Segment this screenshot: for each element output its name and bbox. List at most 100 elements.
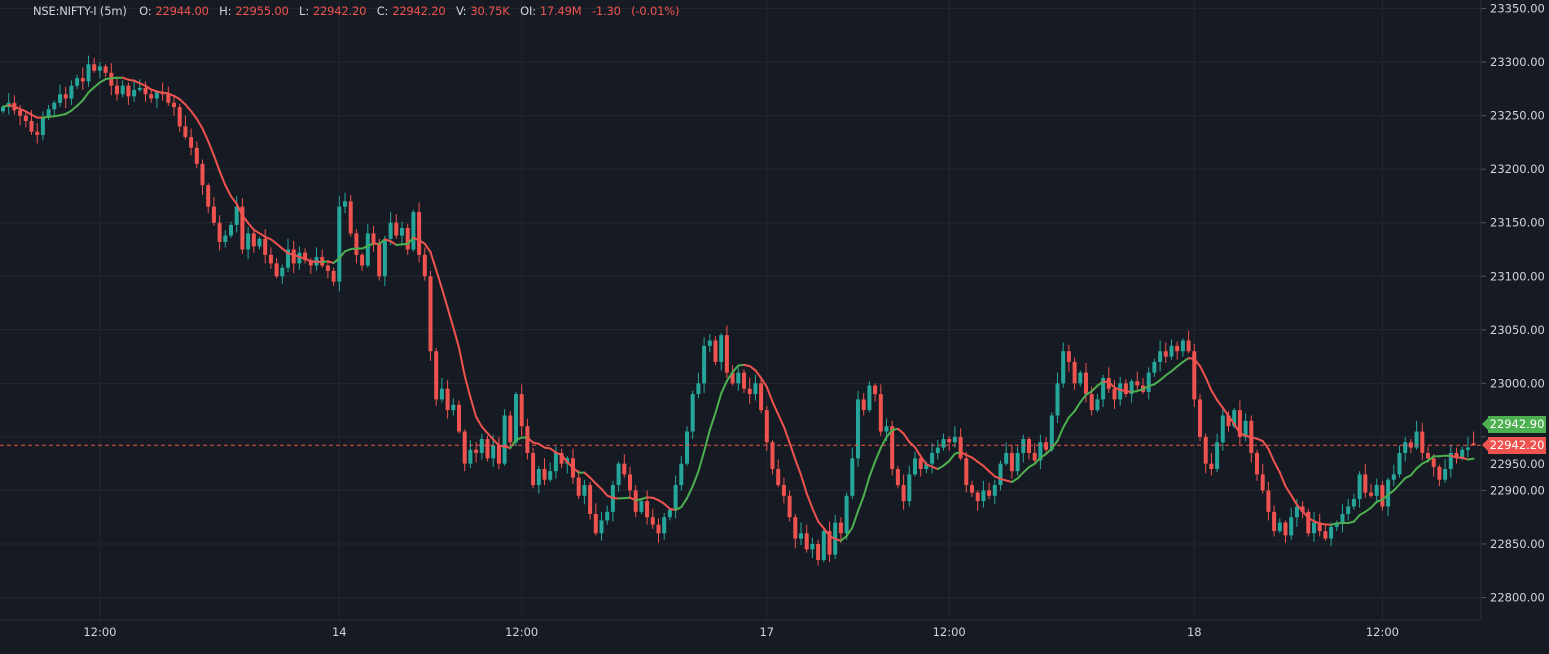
candle [1192,343,1197,407]
moving-average-segment [1415,462,1424,470]
candle [901,474,906,510]
candle-body [975,492,980,502]
moving-average-segment [492,438,500,447]
moving-average-segment [190,110,198,120]
candle-body [827,531,832,555]
moving-average-segment [925,463,934,468]
candle-body [1198,399,1202,437]
low-label: L: [299,4,309,18]
candle-body [143,87,148,95]
candle-body [1277,522,1282,532]
candle [582,479,587,505]
moving-average-segment [1142,385,1150,391]
time-axis[interactable]: 12:00 14 12:00 17 12:00 18 12:00 [83,625,1399,639]
candle-body [1454,452,1459,459]
candle-body [308,260,313,266]
candle-body [1009,452,1014,472]
candle [183,115,188,140]
candle-body [901,485,906,502]
moving-average-segment [959,451,968,456]
moving-average-segment [680,497,688,509]
moving-average-segment [452,326,460,349]
candle-body [1061,351,1066,384]
candle-body [981,490,986,502]
moving-average-segment [777,413,785,428]
moving-average-segment [874,446,882,463]
candle-body [1180,340,1185,352]
candle-body [810,543,815,550]
candle [6,93,11,115]
candle-body [206,185,211,207]
candle-body [759,383,764,411]
candle-body [251,233,256,247]
candle-body [804,533,809,550]
price-tick-label: 23050.00 [1490,323,1545,337]
moving-average-segment [1290,494,1298,506]
candle-body [343,201,347,207]
candle [724,325,729,378]
candle [1437,464,1442,487]
moving-average-segment [1466,457,1475,461]
candle [1141,377,1145,395]
candle-body [451,404,456,411]
candle [240,198,245,254]
moving-average-segment [1216,399,1224,409]
moving-average-segment [201,127,210,143]
price-tick-label: 22900.00 [1490,483,1545,497]
candle-body [337,206,342,282]
candle [1380,480,1385,511]
candle-body [325,265,330,271]
price-tick-label: 23000.00 [1490,376,1545,390]
moving-average-segment [76,99,84,107]
candle [1312,511,1316,542]
price-tick-label: 22850.00 [1490,537,1545,551]
candle [1283,520,1288,543]
candle-body [1351,498,1356,507]
candle [536,465,541,494]
candle-body [18,110,23,116]
candle [776,459,781,488]
moving-average-segment [902,432,911,443]
candle [975,490,980,511]
candle [1266,481,1271,521]
candle [1431,454,1436,477]
moving-average-segment [1278,471,1287,488]
candle [679,456,684,491]
candle-body [1123,383,1128,395]
candle [75,74,80,89]
candle [867,381,872,413]
candle-body [1186,340,1191,352]
candle-body [92,64,97,71]
moving-average-segment [144,84,153,91]
candle-body [1021,439,1026,453]
candle [531,447,536,489]
candle [935,440,940,460]
candle-body [58,94,62,103]
candle-body [286,249,290,268]
candle [428,270,433,361]
candle [542,458,547,486]
moving-average-segment [1176,360,1184,368]
moving-average-segment [1273,460,1281,474]
moving-average-segment [1375,498,1384,503]
candle [485,435,490,462]
candle-body [303,252,308,261]
candle-body [588,485,593,514]
symbol-label[interactable]: NSE:NIFTY-I (5m) [33,4,127,18]
candle [1249,415,1254,463]
candle [314,247,319,271]
candle [1146,367,1151,400]
candle [502,409,507,466]
candle [382,235,387,286]
moving-average-segment [344,248,352,253]
candle-body [1038,442,1043,461]
candle-body [1192,351,1197,400]
candle [804,524,809,553]
price-axis[interactable]: 22800.00 22850.00 22900.00 22950.00 23000.00… [1481,2,1545,605]
moving-average-segment [1352,514,1361,523]
candle-body [86,64,91,82]
candle-body [69,85,74,99]
candle [52,100,57,117]
candle [1255,449,1259,481]
